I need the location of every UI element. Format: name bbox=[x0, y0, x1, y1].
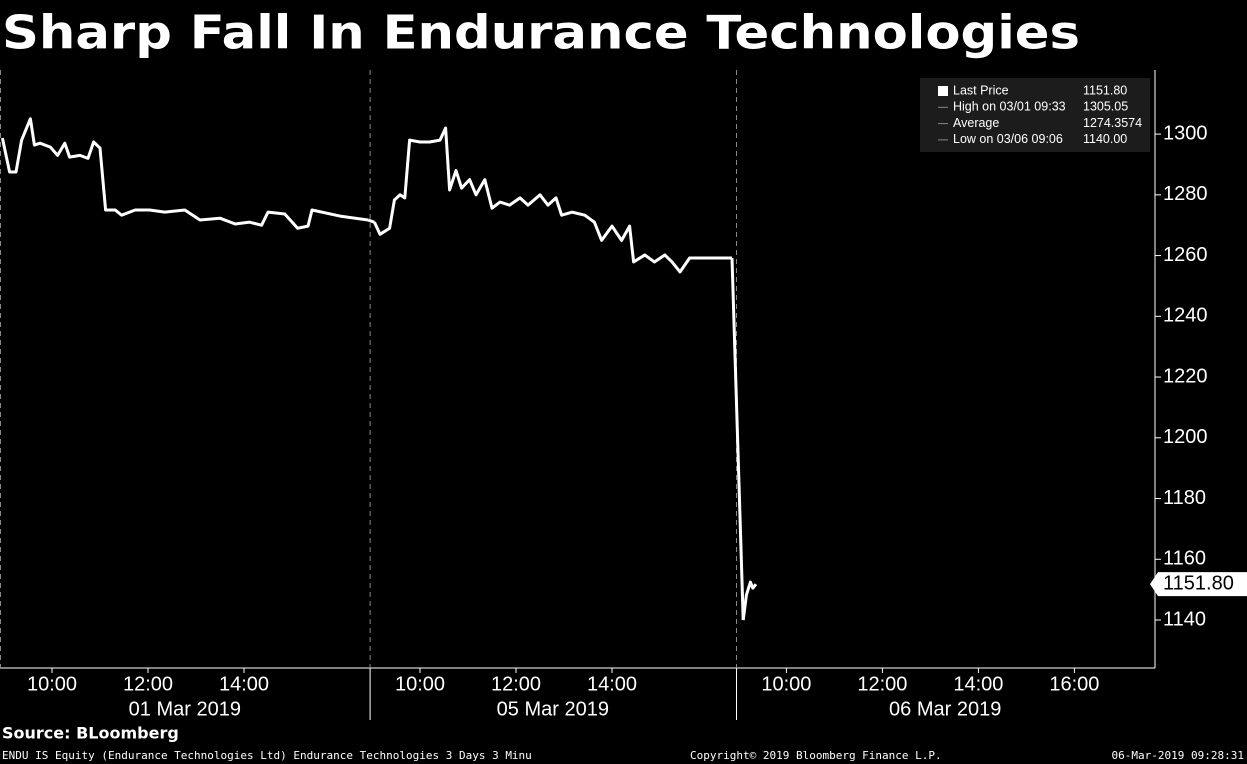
y-tick-label: 1220 bbox=[1163, 365, 1208, 387]
last-price-label: 1151.80 bbox=[1163, 572, 1234, 594]
x-tick-label: 14:00 bbox=[587, 673, 637, 695]
connector bbox=[730, 257, 745, 621]
legend-value: 1274.3574 bbox=[1083, 116, 1142, 130]
y-tick-label: 1280 bbox=[1163, 183, 1208, 205]
y-tick-label: 1200 bbox=[1163, 426, 1208, 448]
source: Source: BLoomberg bbox=[2, 724, 179, 743]
price-line bbox=[373, 126, 732, 274]
x-tick-label: 10:00 bbox=[27, 673, 77, 695]
chart-title: Sharp Fall In Endurance Technologies bbox=[2, 6, 1080, 60]
y-tick-label: 1180 bbox=[1163, 487, 1206, 509]
x-tick-label: 10:00 bbox=[761, 673, 811, 695]
x-tick-label: 10:00 bbox=[395, 673, 445, 695]
legend-label: Low on 03/06 09:06 bbox=[953, 132, 1063, 146]
footer-right: 06-Mar-2019 09:28:31 bbox=[1112, 749, 1244, 762]
x-tick-label: 12:00 bbox=[491, 673, 541, 695]
panel-label: 05 Mar 2019 bbox=[497, 698, 609, 720]
x-tick-label: 16:00 bbox=[1049, 673, 1099, 695]
panel-label: 06 Mar 2019 bbox=[889, 698, 1001, 720]
last-price-tag bbox=[1150, 572, 1247, 597]
legend-value: 1305.05 bbox=[1083, 100, 1128, 114]
price-line bbox=[741, 580, 758, 621]
y-tick-label: 1240 bbox=[1163, 305, 1208, 327]
legend-label: Last Price bbox=[953, 83, 1009, 97]
legend-swatch bbox=[938, 86, 948, 96]
legend-value: 1140.00 bbox=[1083, 132, 1127, 146]
footer-center: Copyright© 2019 Bloomberg Finance L.P. bbox=[690, 749, 942, 762]
legend-box bbox=[920, 78, 1150, 152]
price-line bbox=[0, 117, 369, 230]
connector bbox=[367, 218, 375, 224]
x-tick-label: 12:00 bbox=[123, 673, 173, 695]
y-tick-label: 1260 bbox=[1163, 244, 1208, 266]
x-tick-label: 14:00 bbox=[953, 673, 1003, 695]
x-tick-label: 12:00 bbox=[857, 673, 907, 695]
y-tick-label: 1300 bbox=[1163, 122, 1208, 144]
y-tick-label: 1160 bbox=[1163, 548, 1206, 570]
y-tick-label: 1140 bbox=[1163, 608, 1206, 630]
legend-label: Average bbox=[953, 116, 999, 130]
legend-label: High on 03/01 09:33 bbox=[953, 100, 1066, 114]
x-tick-label: 14:00 bbox=[219, 673, 269, 695]
footer-left: ENDU IS Equity (Endurance Technologies L… bbox=[2, 749, 532, 762]
legend-value: 1151.80 bbox=[1083, 83, 1127, 97]
panel-label: 01 Mar 2019 bbox=[129, 698, 241, 720]
